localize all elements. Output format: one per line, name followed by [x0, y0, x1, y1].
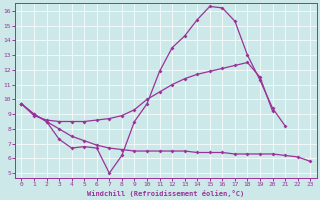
X-axis label: Windchill (Refroidissement éolien,°C): Windchill (Refroidissement éolien,°C): [87, 190, 244, 197]
